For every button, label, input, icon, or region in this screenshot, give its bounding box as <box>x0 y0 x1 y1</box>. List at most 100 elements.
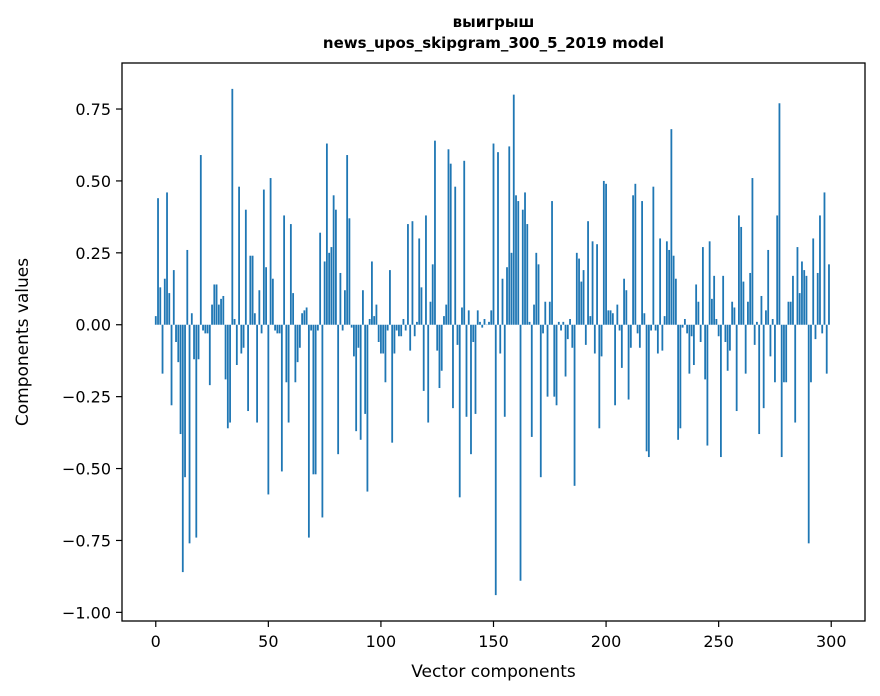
x-axis-label: Vector components <box>411 662 576 682</box>
bar-27 <box>215 284 218 325</box>
bar-219 <box>647 324 650 458</box>
bar-25 <box>211 304 213 325</box>
bar-112 <box>407 224 409 325</box>
bar-209 <box>625 290 628 325</box>
bar-74 <box>321 324 324 518</box>
bar-64 <box>298 324 301 348</box>
bar-196 <box>596 244 598 325</box>
bar-248 <box>713 275 716 325</box>
bar-157 <box>508 146 511 325</box>
bar-153 <box>499 324 502 354</box>
bar-6 <box>168 293 171 325</box>
bar-296 <box>821 324 824 334</box>
bar-228 <box>668 249 671 325</box>
bar-77 <box>328 252 331 325</box>
bar-203 <box>611 313 614 325</box>
bar-20 <box>199 155 202 325</box>
bar-263 <box>747 301 749 325</box>
bar-166 <box>528 321 531 325</box>
bar-36 <box>235 324 238 366</box>
bar-9 <box>175 324 177 342</box>
bar-165 <box>526 224 529 325</box>
bar-178 <box>555 324 558 406</box>
bar-206 <box>618 324 621 331</box>
bar-160 <box>515 195 517 325</box>
bar-271 <box>765 310 767 325</box>
bar-188 <box>578 258 580 325</box>
bar-249 <box>715 318 718 325</box>
bar-29 <box>220 298 222 325</box>
bar-247 <box>710 298 713 325</box>
bar-240 <box>695 284 698 325</box>
bar-54 <box>276 324 279 334</box>
chart-subtitle: news_upos_skipgram_300_5_2019 model <box>322 34 665 52</box>
bar-56 <box>280 324 283 472</box>
bar-294 <box>816 272 819 325</box>
bar-96 <box>371 261 373 325</box>
bar-48 <box>262 189 265 325</box>
bar-12 <box>181 324 184 573</box>
bar-290 <box>807 324 810 544</box>
bar-186 <box>573 324 576 486</box>
bar-2 <box>159 287 162 325</box>
bar-251 <box>720 324 722 458</box>
bar-225 <box>661 324 664 351</box>
bar-106 <box>393 324 396 354</box>
bar-130 <box>447 149 450 325</box>
bar-117 <box>418 238 421 325</box>
bar-285 <box>796 247 799 325</box>
bar-252 <box>722 275 725 325</box>
bar-87 <box>350 324 353 328</box>
bar-28 <box>217 304 220 325</box>
bar-201 <box>607 310 610 325</box>
bar-168 <box>533 304 535 325</box>
bar-47 <box>260 324 263 334</box>
bar-141 <box>472 324 475 342</box>
bar-39 <box>242 324 245 348</box>
bar-172 <box>542 324 544 334</box>
bar-213 <box>634 183 637 325</box>
bar-89 <box>355 324 358 432</box>
bar-222 <box>654 324 657 331</box>
x-tick-label: 300 <box>816 632 847 651</box>
bar-261 <box>742 281 745 325</box>
bar-128 <box>443 316 445 325</box>
bar-109 <box>400 324 403 337</box>
bar-264 <box>749 272 752 325</box>
bar-78 <box>330 247 333 325</box>
bar-234 <box>681 324 684 328</box>
bar-174 <box>546 324 549 397</box>
bar-270 <box>762 324 765 409</box>
bar-229 <box>670 129 673 325</box>
bar-183 <box>566 324 569 340</box>
bar-198 <box>600 324 603 357</box>
bar-163 <box>521 209 524 325</box>
bar-164 <box>524 192 526 325</box>
bar-5 <box>166 192 168 325</box>
bar-146 <box>483 318 486 325</box>
bar-134 <box>456 324 459 345</box>
bar-108 <box>398 324 400 337</box>
bar-107 <box>395 324 398 331</box>
bar-197 <box>598 324 601 429</box>
bar-259 <box>738 215 740 325</box>
bar-246 <box>708 241 711 325</box>
bar-88 <box>353 324 355 357</box>
chart-title-line1: выигрыш <box>452 13 535 31</box>
bar-244 <box>704 324 707 380</box>
bar-286 <box>798 293 801 325</box>
bar-60 <box>289 224 292 325</box>
bar-216 <box>641 201 644 325</box>
bar-116 <box>416 321 418 325</box>
bar-200 <box>605 183 607 325</box>
bar-193 <box>589 316 592 325</box>
bar-98 <box>375 304 378 325</box>
bar-181 <box>562 321 565 325</box>
bar-55 <box>278 324 281 334</box>
bar-10 <box>177 324 180 363</box>
bar-179 <box>557 321 560 325</box>
bar-7 <box>170 324 173 406</box>
bar-16 <box>190 313 193 325</box>
bar-232 <box>677 324 680 440</box>
x-tick-label: 0 <box>151 632 161 651</box>
